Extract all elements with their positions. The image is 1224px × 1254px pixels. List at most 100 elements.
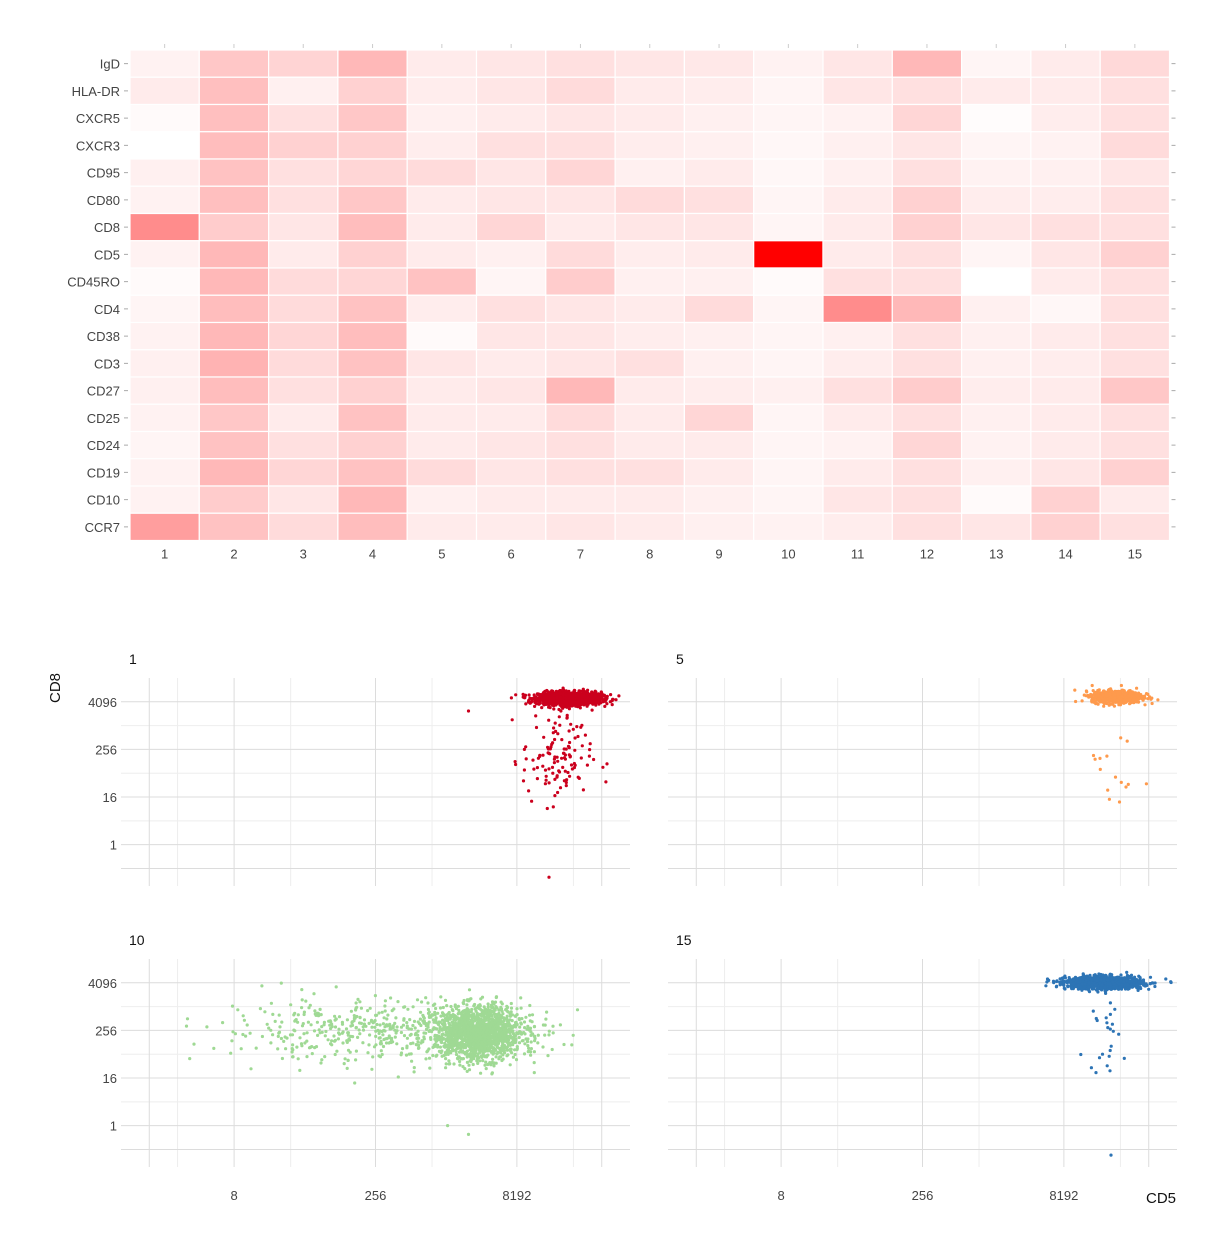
scatter-point <box>308 1003 312 1007</box>
scatter-point <box>394 1031 398 1035</box>
scatter-point <box>529 1040 533 1044</box>
heatmap-cell <box>475 240 547 269</box>
scatter-point <box>594 694 598 699</box>
scatter-point <box>1143 703 1147 707</box>
scatter-point <box>494 1048 498 1052</box>
scatter-point <box>484 1041 488 1046</box>
scatter-point <box>334 1017 338 1021</box>
scatter-point <box>314 1045 319 1049</box>
scatter-point <box>483 1047 487 1051</box>
scatter-point <box>431 1045 435 1049</box>
scatter-point <box>442 1020 446 1024</box>
scatter-point <box>547 875 551 879</box>
scatter-point <box>352 1014 356 1018</box>
scatter-point <box>355 1014 359 1019</box>
scatter-point <box>601 765 605 769</box>
heatmap-cell <box>683 458 755 487</box>
scatter-point <box>1108 698 1112 702</box>
heatmap-cell <box>1099 512 1171 542</box>
scatter-point <box>415 998 420 1002</box>
scatter-point <box>476 1005 480 1009</box>
heatmap-cell <box>198 321 270 351</box>
scatter-point <box>1091 753 1096 758</box>
scatter-point <box>532 1071 536 1075</box>
scatter-point <box>515 1045 519 1049</box>
scatter-point <box>458 1063 462 1067</box>
scatter-point <box>498 1013 502 1017</box>
heatmap-cell <box>475 376 547 405</box>
scatter-point <box>499 1033 503 1037</box>
heatmap-cell <box>960 212 1032 242</box>
heatmap-cell <box>1030 212 1101 242</box>
scatter-points <box>184 981 580 1136</box>
scatter-point <box>476 1061 480 1065</box>
heatmap-cell <box>129 349 200 378</box>
scatter-point <box>491 1031 495 1035</box>
scatter-point <box>494 1015 498 1019</box>
scatter-point <box>318 1007 322 1011</box>
heatmap-cell <box>822 158 893 187</box>
scatter-point <box>617 694 621 698</box>
heatmap-cell <box>1030 321 1101 351</box>
scatter-point <box>519 996 523 1000</box>
scatter-point <box>361 1025 365 1029</box>
scatter-point <box>332 1034 336 1038</box>
scatter-point <box>455 1041 460 1045</box>
scatter-point <box>560 738 564 742</box>
scatter-point <box>557 707 561 712</box>
scatter-point <box>370 1025 374 1029</box>
scatter-point <box>463 1033 467 1037</box>
scatter-point <box>393 1028 397 1032</box>
scatter-point <box>510 718 514 722</box>
heatmap-cell <box>753 430 824 460</box>
scatter-point <box>368 1006 372 1010</box>
heatmap-cell <box>1030 185 1101 215</box>
scatter-point <box>358 1000 362 1004</box>
scatter-point <box>468 1027 472 1031</box>
heatmap-cell <box>406 376 478 405</box>
scatter-point <box>382 1037 386 1042</box>
scatter-point <box>549 745 553 749</box>
scatter-point <box>556 790 560 795</box>
scatter-point <box>420 1039 424 1043</box>
scatter-point <box>546 745 550 749</box>
scatter-point <box>504 1007 508 1011</box>
scatter-point <box>300 998 304 1002</box>
scatter-point <box>499 1019 503 1023</box>
heatmap-cell <box>1099 485 1171 514</box>
heatmap-cell <box>753 131 824 160</box>
scatter-point <box>521 692 525 696</box>
heatmap-cell <box>891 430 963 460</box>
scatter-point <box>434 1006 438 1011</box>
scatter-point <box>412 1019 417 1023</box>
scatter-point <box>579 701 583 705</box>
heatmap-cell <box>475 267 547 296</box>
scatter-point <box>481 1026 485 1030</box>
heatmap-y-label: CD19 <box>87 465 120 480</box>
scatter-point <box>305 1031 309 1035</box>
scatter-point <box>406 1007 410 1011</box>
heatmap-y-label: CD27 <box>87 384 120 399</box>
heatmap-cell <box>614 376 685 405</box>
scatter-point <box>1117 800 1122 804</box>
scatter-point <box>466 1036 470 1040</box>
scatter-point <box>427 1020 431 1024</box>
scatter-point <box>374 1034 378 1038</box>
scatter-point <box>411 1023 415 1028</box>
scatter-point <box>573 694 578 698</box>
scatter-point <box>426 1001 430 1005</box>
scatter-point <box>459 1012 464 1016</box>
scatter-point <box>374 1013 378 1017</box>
heatmap-cell <box>545 512 616 542</box>
scatter-point <box>517 1017 521 1021</box>
heatmap-cell <box>406 212 478 242</box>
heatmap-y-label: CD3 <box>94 356 120 371</box>
heatmap-x-label: 4 <box>369 547 376 562</box>
heatmap-cell <box>1099 349 1171 378</box>
scatter-point <box>534 702 539 706</box>
heatmap-cell <box>960 430 1032 460</box>
heatmap-cell <box>198 103 270 133</box>
scatter-point <box>492 1050 496 1054</box>
scatter-point <box>428 1028 432 1033</box>
scatter-point <box>356 997 360 1001</box>
